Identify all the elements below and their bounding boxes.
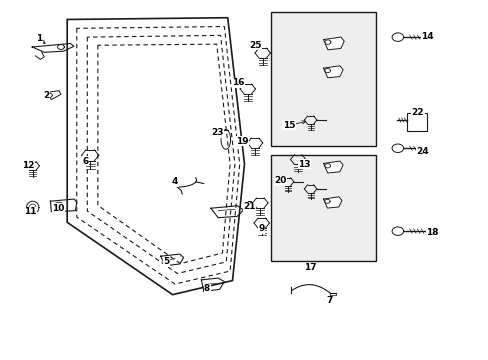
Text: 15: 15 — [282, 121, 295, 130]
Text: 12: 12 — [21, 161, 34, 170]
Text: 20: 20 — [274, 176, 286, 185]
Polygon shape — [323, 161, 343, 173]
Polygon shape — [201, 278, 224, 292]
Bar — [270, 13, 376, 147]
Polygon shape — [324, 199, 329, 203]
Polygon shape — [50, 199, 77, 212]
Text: 17: 17 — [304, 263, 316, 272]
Polygon shape — [324, 164, 330, 168]
Text: 14: 14 — [420, 32, 433, 41]
Polygon shape — [160, 254, 183, 266]
Text: 19: 19 — [236, 137, 248, 146]
Polygon shape — [324, 40, 330, 44]
Text: 13: 13 — [298, 159, 310, 168]
Text: 25: 25 — [248, 41, 261, 50]
Polygon shape — [391, 227, 403, 235]
Polygon shape — [45, 91, 61, 100]
Bar — [407, 113, 426, 131]
Text: 2: 2 — [43, 91, 50, 100]
Text: 6: 6 — [82, 157, 88, 166]
Polygon shape — [323, 197, 341, 208]
Text: 21: 21 — [243, 202, 255, 211]
Text: 1: 1 — [36, 34, 42, 43]
Polygon shape — [323, 66, 343, 78]
Polygon shape — [32, 44, 74, 52]
Text: 24: 24 — [416, 147, 428, 156]
Text: 23: 23 — [210, 128, 223, 137]
Text: 11: 11 — [23, 207, 36, 216]
Polygon shape — [391, 144, 403, 153]
Polygon shape — [323, 37, 344, 50]
Polygon shape — [46, 93, 52, 98]
Text: 10: 10 — [52, 204, 64, 213]
Text: 8: 8 — [203, 284, 210, 293]
Polygon shape — [210, 206, 243, 218]
Polygon shape — [58, 45, 64, 49]
Bar — [270, 155, 376, 261]
Text: 18: 18 — [425, 228, 438, 237]
Text: 7: 7 — [326, 296, 332, 305]
Text: 9: 9 — [258, 224, 264, 233]
Polygon shape — [324, 68, 330, 73]
Text: 16: 16 — [232, 78, 244, 87]
Text: 22: 22 — [411, 108, 424, 117]
Polygon shape — [391, 33, 403, 41]
Text: 4: 4 — [171, 177, 178, 186]
Text: 5: 5 — [163, 257, 170, 266]
Text: 3: 3 — [245, 201, 252, 210]
Polygon shape — [221, 130, 230, 149]
